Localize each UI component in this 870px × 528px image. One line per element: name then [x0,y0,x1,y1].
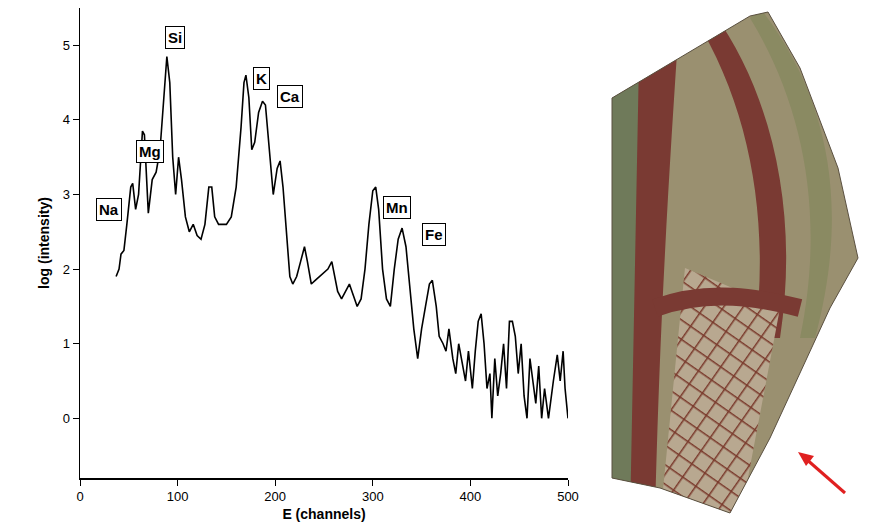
svg-text:Mg: Mg [139,143,161,160]
svg-text:1: 1 [63,336,70,351]
svg-text:Mn: Mn [386,199,408,216]
svg-text:E (channels): E (channels) [282,506,365,522]
svg-text:300: 300 [362,489,384,504]
svg-text:400: 400 [460,489,482,504]
svg-text:log (intensity): log (intensity) [36,197,52,289]
svg-text:4: 4 [63,112,70,127]
svg-text:500: 500 [557,489,579,504]
svg-text:5: 5 [63,38,70,53]
svg-text:200: 200 [264,489,286,504]
svg-text:3: 3 [63,187,70,202]
svg-text:Na: Na [99,201,119,218]
svg-text:Si: Si [168,29,182,46]
svg-text:2: 2 [63,262,70,277]
svg-text:K: K [256,70,267,87]
svg-text:0: 0 [76,489,83,504]
svg-text:0: 0 [63,411,70,426]
svg-text:100: 100 [167,489,189,504]
svg-text:Ca: Ca [280,88,300,105]
svg-text:Fe: Fe [425,226,443,243]
